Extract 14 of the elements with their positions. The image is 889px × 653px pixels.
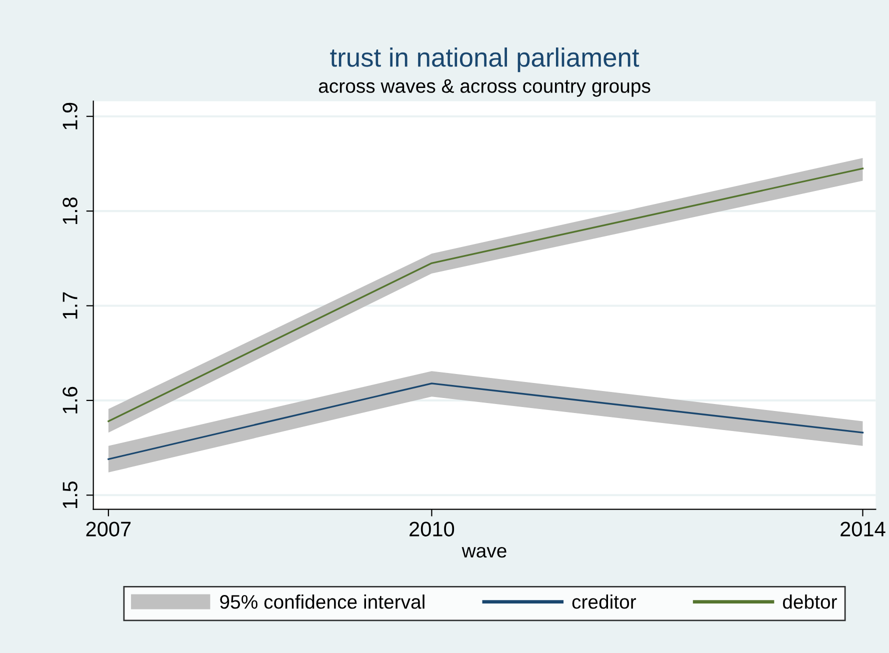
y-tick-label: 1.7 xyxy=(62,292,78,319)
y-tick-label: 1.5 xyxy=(62,482,78,508)
y-tick-label: 1.8 xyxy=(62,197,78,224)
legend-label: debtor xyxy=(782,594,837,609)
x-tick-label: 2010 xyxy=(410,522,454,536)
y-tick-label: 1.9 xyxy=(62,102,78,130)
x-tick-label: 2007 xyxy=(86,522,131,536)
chart-title: trust in national parliament xyxy=(330,47,640,72)
x-tick-label: 2014 xyxy=(840,522,886,536)
chart-subtitle: across waves & across country groups xyxy=(318,79,650,97)
legend-label: creditor xyxy=(572,594,636,609)
x-axis-title: wave xyxy=(462,546,506,558)
text: 95% confidence interval xyxy=(220,594,424,609)
y-tick-label: 1.6 xyxy=(62,386,78,414)
